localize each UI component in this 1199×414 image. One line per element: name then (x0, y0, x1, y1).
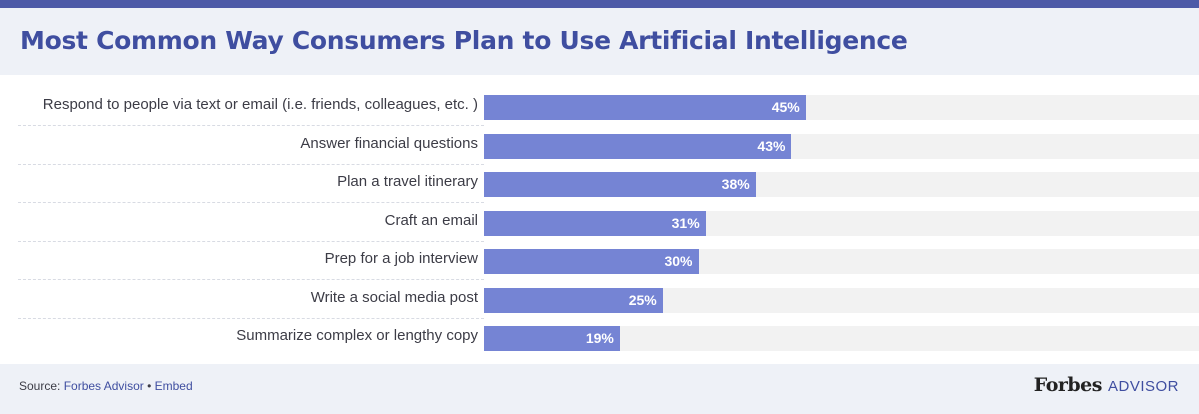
chart-header: Most Common Way Consumers Plan to Use Ar… (0, 8, 1199, 75)
bar-track: 43% (484, 133, 1199, 159)
bar-value-label: 45% (771, 99, 800, 115)
chart-title: Most Common Way Consumers Plan to Use Ar… (20, 26, 908, 55)
chart-footer: Source: Forbes Advisor • Embed Forbes ADV… (0, 364, 1199, 414)
bar-row: Respond to people via text or email (i.e… (18, 88, 1199, 126)
bar-value-label: 19% (585, 330, 614, 346)
bar-row: Write a social media post 25% (18, 281, 1199, 319)
bar-value-label: 30% (664, 253, 693, 269)
row-divider (18, 317, 484, 319)
bar-value-label: 31% (671, 214, 700, 231)
bar-track: 38% (484, 172, 1199, 197)
bar (484, 172, 756, 197)
brand-suffix: ADVISOR (1107, 378, 1179, 395)
bar-track: 45% (484, 95, 1199, 120)
category-label: Answer financial questions (300, 134, 478, 152)
bar-value-label: 25% (628, 291, 657, 308)
source-prefix: Source: (19, 379, 64, 393)
bar-track: 19% (484, 326, 1199, 351)
category-label: Craft an email (384, 211, 478, 229)
bar-row: Prep for a job interview 30% (18, 242, 1199, 280)
bar-value-label: 38% (721, 176, 750, 192)
bar-value-label: 43% (757, 137, 786, 154)
embed-link[interactable]: Embed (154, 379, 193, 393)
bar-chart: Respond to people via text or email (i.e… (0, 88, 1199, 356)
bar (484, 133, 792, 159)
bar-track: 30% (484, 249, 1199, 274)
bar-row: Plan a travel itinerary 38% (18, 165, 1199, 203)
category-label: Plan a travel itinerary (337, 173, 478, 190)
bar (484, 95, 806, 120)
bar-row: Summarize complex or lengthy copy 19% (18, 319, 1199, 357)
top-accent-stripe (0, 0, 1199, 8)
category-label: Respond to people via text or email (i.e… (42, 96, 478, 113)
row-divider (18, 163, 484, 165)
source-separator: • (143, 379, 155, 393)
category-label: Summarize complex or lengthy copy (236, 327, 478, 344)
bar-track: 31% (484, 210, 1199, 236)
row-divider (18, 125, 484, 126)
brand-name: Forbes (1033, 374, 1103, 396)
row-divider (18, 279, 484, 280)
category-label: Write a social media post (310, 288, 478, 306)
bar-track: 25% (484, 287, 1199, 313)
row-divider (18, 202, 484, 203)
category-label: Prep for a job interview (324, 250, 478, 267)
bar-row: Craft an email 31% (18, 204, 1199, 242)
row-divider (18, 240, 484, 242)
source-link[interactable]: Forbes Advisor (63, 379, 144, 393)
bar (484, 326, 620, 351)
bar (484, 210, 706, 236)
bar (484, 287, 663, 313)
source-line: Source: Forbes Advisor • Embed (19, 379, 193, 393)
bar (484, 249, 699, 274)
forbes-advisor-logo: Forbes ADVISOR (1034, 374, 1179, 396)
bar-row: Answer financial questions 43% (18, 127, 1199, 165)
